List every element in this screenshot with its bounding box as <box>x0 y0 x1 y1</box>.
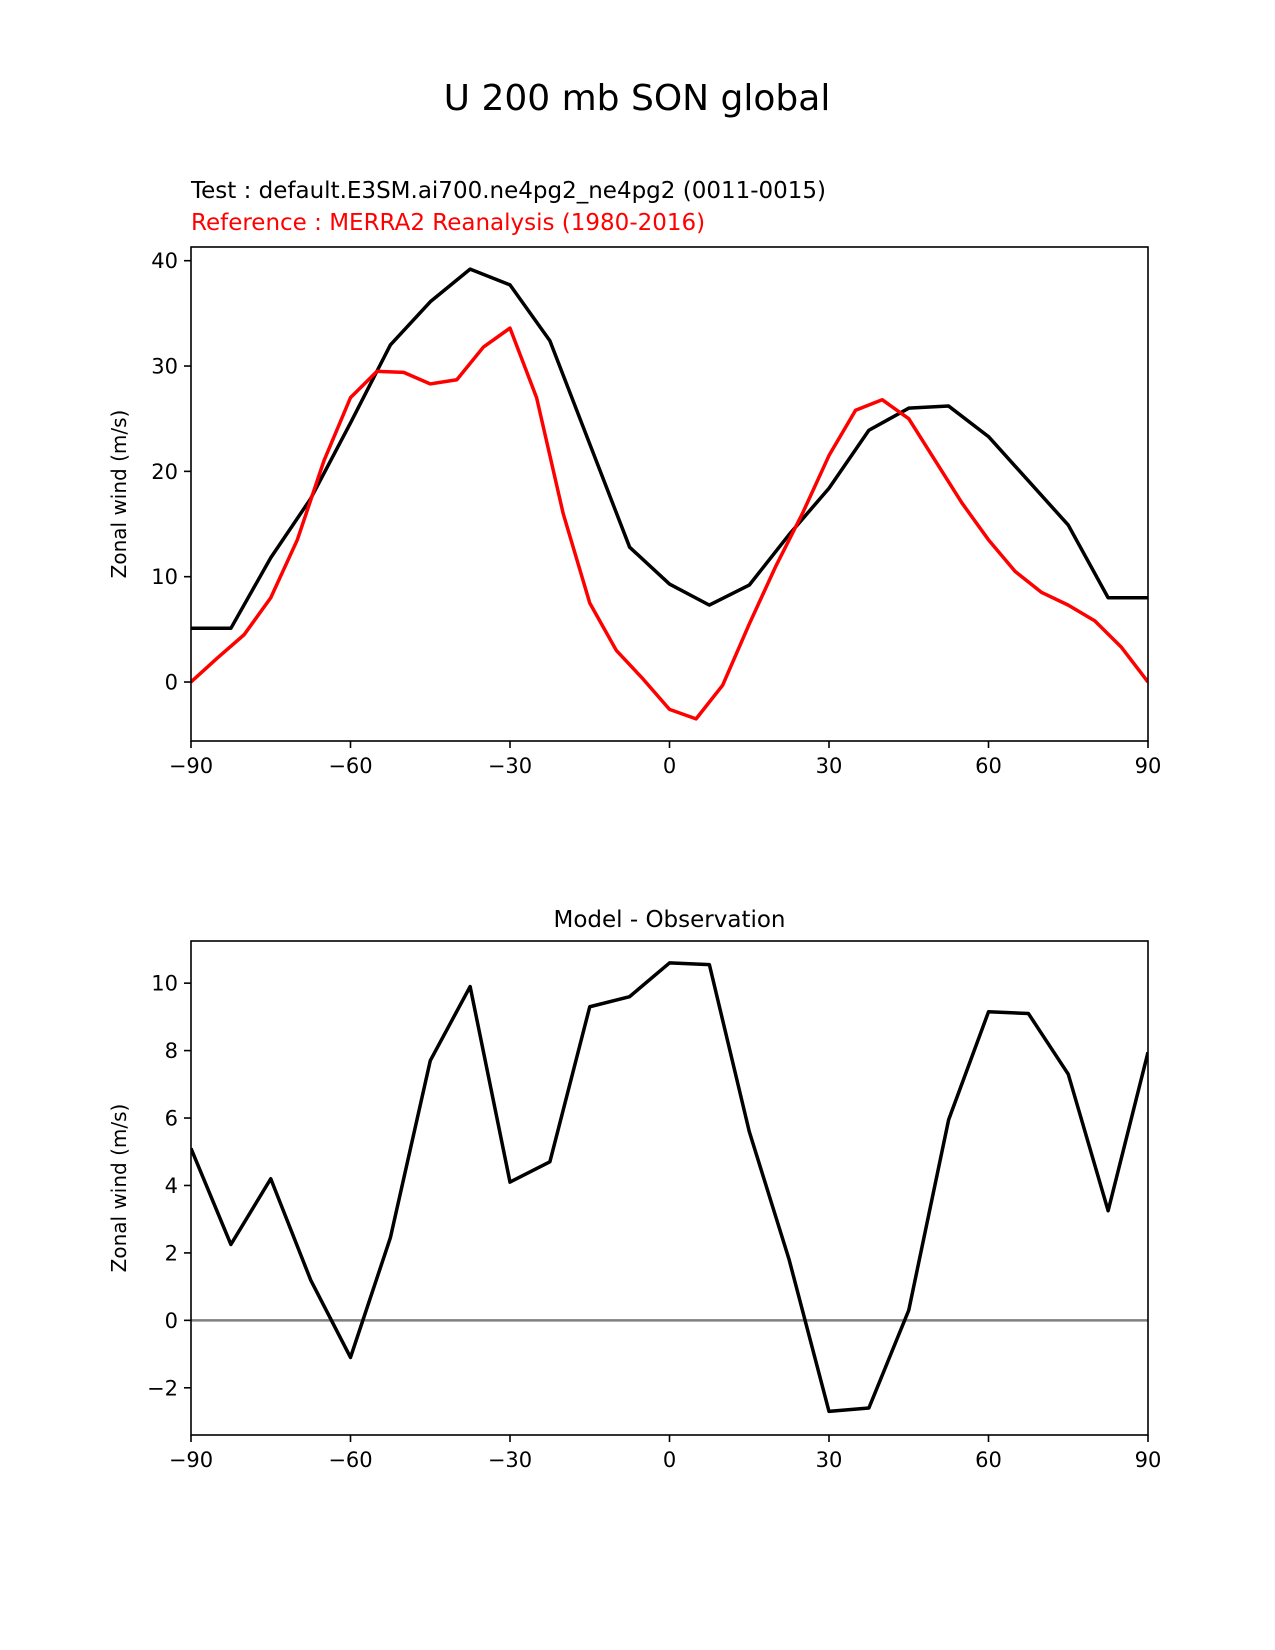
axes-frame <box>190 940 1149 1436</box>
x-tick-label: −90 <box>169 1448 213 1472</box>
y-tick-label: 2 <box>165 1241 178 1265</box>
y-tick-label: 0 <box>165 671 178 695</box>
y-tick-label: 30 <box>151 355 178 379</box>
axes-frame <box>190 246 1149 742</box>
x-tick-label: −90 <box>169 754 213 778</box>
x-tick-label: −60 <box>328 1448 372 1472</box>
x-tick-label: −30 <box>488 1448 532 1472</box>
y-axis-label: Zonal wind (m/s) <box>107 410 131 579</box>
test-label: Test : default.E3SM.ai700.ne4pg2_ne4pg2 … <box>190 178 826 204</box>
y-tick-label: 10 <box>151 565 178 589</box>
reference-label: Reference : MERRA2 Reanalysis (1980-2016… <box>191 210 705 236</box>
series-line-model-observation <box>191 961 1148 1414</box>
x-tick-label: 30 <box>816 1448 843 1472</box>
y-tick-label: 40 <box>151 249 178 273</box>
top-chart: −90 −60 −30 0 30 60 90 0 10 20 30 40 Zonal wind (m/s… <box>107 246 1162 778</box>
series-line-reference <box>191 326 1148 721</box>
y-tick-label: 8 <box>165 1039 178 1063</box>
y-tick-label: 20 <box>151 460 178 484</box>
x-tick-label: 60 <box>975 1448 1002 1472</box>
x-tick-label: 90 <box>1135 1448 1162 1472</box>
y-tick-label: 0 <box>165 1309 178 1333</box>
x-tick-label: 0 <box>663 1448 676 1472</box>
x-tick-label: 60 <box>975 754 1002 778</box>
subplot-title: Model - Observation <box>553 907 785 933</box>
x-tick-label: 30 <box>816 754 843 778</box>
x-tick-label: 0 <box>663 754 676 778</box>
x-tick-label: −60 <box>328 754 372 778</box>
figure-title: U 200 mb SON global <box>444 78 831 119</box>
y-tick-label: −2 <box>147 1376 178 1400</box>
y-axis-label: Zonal wind (m/s) <box>107 1104 131 1273</box>
y-tick-label: 6 <box>165 1107 178 1131</box>
y-tick-label: 10 <box>151 972 178 996</box>
series-line-test <box>191 267 1148 631</box>
x-tick-label: 90 <box>1135 754 1162 778</box>
y-tick-label: 4 <box>165 1174 178 1198</box>
x-tick-label: −30 <box>488 754 532 778</box>
difference-chart: Model - Observation −90 −60 −30 0 30 60 90 −2 0 2 4… <box>107 907 1161 1472</box>
